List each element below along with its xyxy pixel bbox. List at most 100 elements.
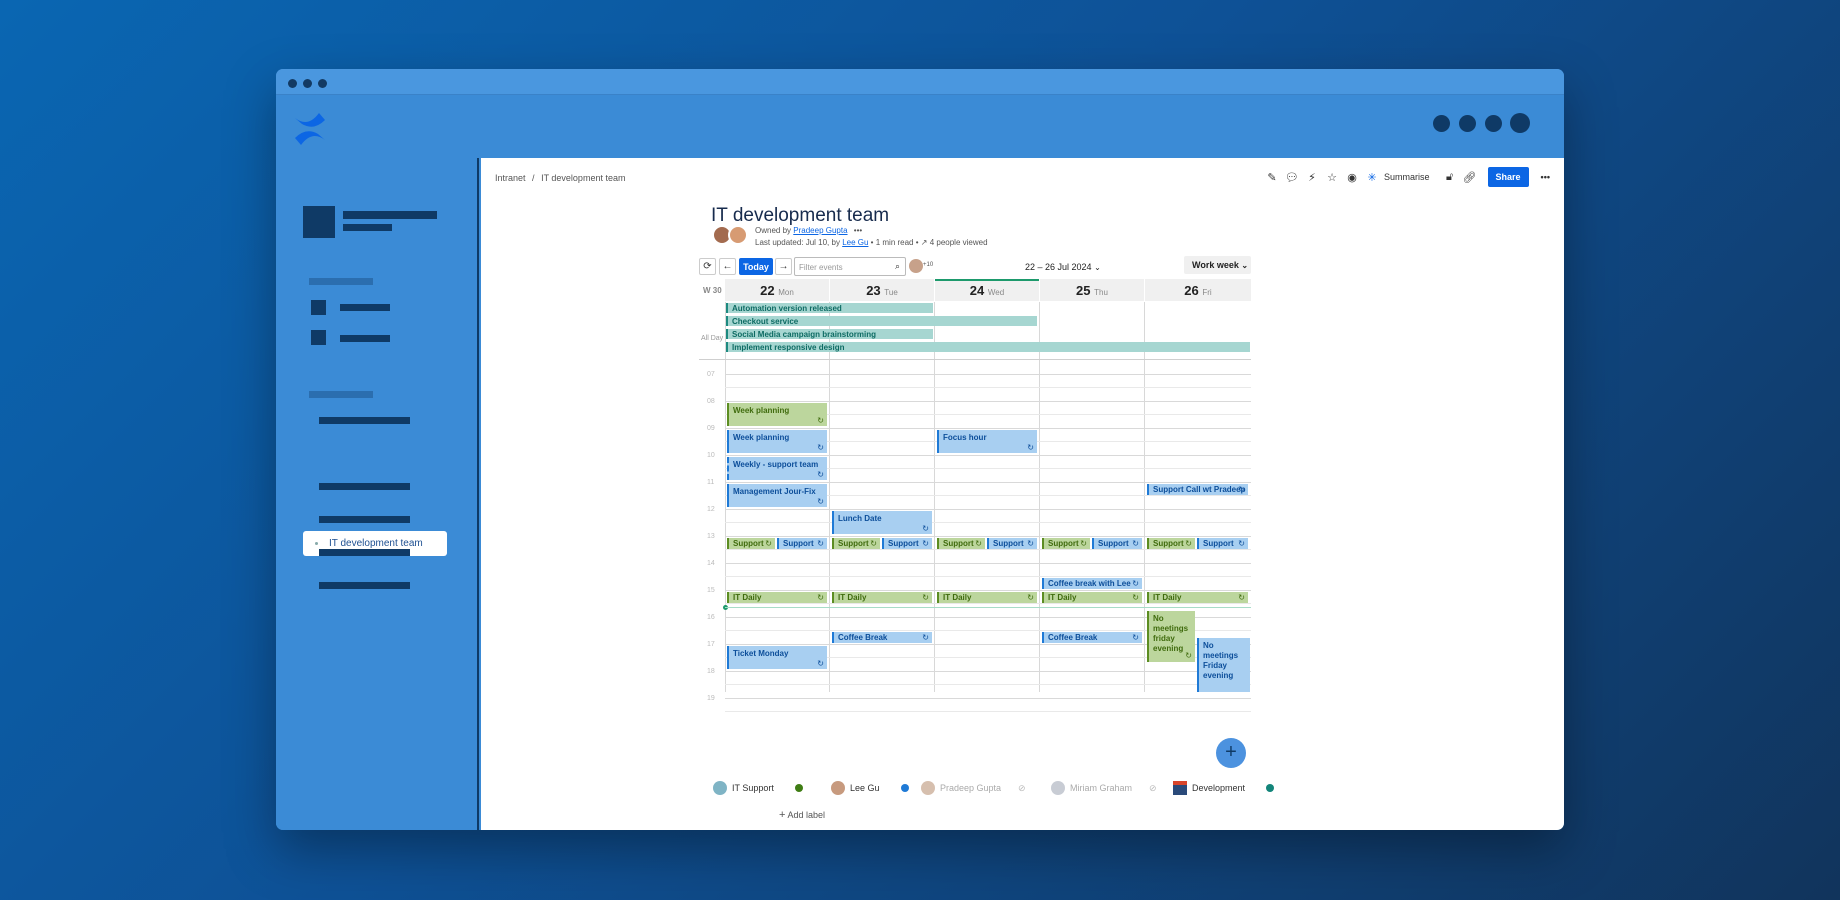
legend-item[interactable]: Development — [1173, 781, 1275, 795]
event-ticket-monday[interactable]: Ticket Monday ↻ — [727, 646, 827, 669]
watch-icon[interactable]: ◉ — [1347, 171, 1357, 184]
event-support[interactable]: Support ↻ — [987, 538, 1037, 549]
day-header[interactable]: 25 Thu — [1040, 279, 1144, 301]
event-week-planning[interactable]: Week planning ↻ — [727, 403, 827, 426]
recurring-icon: ↻ — [870, 539, 877, 548]
allday-event[interactable]: Checkout service — [726, 316, 1037, 326]
allday-event[interactable]: Automation version released — [726, 303, 933, 313]
allday-event[interactable]: Implement responsive design — [726, 342, 1250, 352]
event-coffee-break-with-lee[interactable]: Coffee break with Lee ↻ — [1042, 578, 1142, 589]
allday-event[interactable]: Social Media campaign brainstorming — [726, 329, 933, 339]
breadcrumb-current[interactable]: IT development team — [541, 173, 626, 183]
eye-off-icon[interactable]: ⊘ — [1018, 782, 1026, 793]
summarise-icon[interactable]: ✳ — [1367, 171, 1377, 184]
window-dot-icon[interactable] — [303, 79, 312, 88]
event-it-daily[interactable]: IT Daily ↻ — [832, 592, 932, 603]
page-item-placeholder[interactable] — [319, 582, 410, 589]
hour-label: 08 — [707, 398, 715, 405]
add-label-button[interactable]: + Add label — [779, 809, 825, 821]
recurring-icon: ↻ — [922, 593, 929, 602]
eye-off-icon[interactable]: ⊘ — [1149, 782, 1157, 793]
filter-events-input[interactable]: Filter events ⌕ — [794, 257, 906, 276]
event-support[interactable]: Support ↻ — [777, 538, 827, 549]
event-support[interactable]: Support ↻ — [727, 538, 775, 549]
header-dot-icon[interactable] — [1485, 115, 1502, 132]
header-dot-icon[interactable] — [1459, 115, 1476, 132]
event-week-planning[interactable]: Week planning ↻ — [727, 430, 827, 453]
edit-icon[interactable]: ✎ — [1267, 171, 1277, 184]
space-icon[interactable] — [303, 206, 335, 238]
legend-color-dot[interactable] — [1266, 784, 1275, 792]
event-support[interactable]: Support ↻ — [1092, 538, 1142, 549]
event-weekly-support-team[interactable]: Weekly - support team ↻ — [727, 457, 827, 480]
header-dot-icon[interactable] — [1433, 115, 1450, 132]
legend-item[interactable]: Pradeep Gupta ⊘ — [921, 781, 1026, 795]
event-no-meetings[interactable]: No meetings Friday evening — [1197, 638, 1250, 692]
event-support[interactable]: Support ↻ — [832, 538, 880, 549]
day-header[interactable]: 26 Fri — [1145, 279, 1251, 301]
event-support[interactable]: Support ↻ — [1042, 538, 1090, 549]
profile-avatar-icon[interactable] — [1510, 113, 1530, 133]
window-dot-icon[interactable] — [318, 79, 327, 88]
legend-color-dot[interactable] — [900, 784, 909, 792]
event-focus-hour[interactable]: Focus hour ↻ — [937, 430, 1037, 453]
confluence-logo-icon[interactable] — [292, 111, 328, 147]
nav-item-placeholder[interactable] — [340, 304, 390, 311]
event-support[interactable]: Support ↻ — [937, 538, 985, 549]
page-item-placeholder[interactable] — [319, 549, 410, 556]
refresh-button[interactable]: ⟳ — [699, 258, 716, 275]
event-lunch-date[interactable]: Lunch Date ↻ — [832, 511, 932, 534]
event-no-meetings[interactable]: No meetings friday evening ↻ — [1147, 611, 1195, 662]
page-item-placeholder[interactable] — [319, 417, 410, 424]
breadcrumb-intranet[interactable]: Intranet — [495, 173, 526, 183]
day-header[interactable]: 22 Mon — [725, 279, 829, 301]
view-selector[interactable]: Work week ⌄ — [1184, 256, 1251, 274]
comment-icon[interactable]: 💬︎ — [1285, 171, 1299, 184]
link-icon[interactable]: 🔗︎ — [1462, 171, 1477, 184]
legend-color-dot[interactable] — [794, 784, 803, 792]
add-event-button[interactable]: + — [1216, 738, 1246, 768]
next-week-button[interactable]: → — [775, 258, 792, 275]
updated-by-link[interactable]: Lee Gu — [842, 238, 869, 247]
nav-icon[interactable] — [311, 300, 326, 315]
event-support[interactable]: Support ↻ — [1197, 538, 1248, 549]
share-button[interactable]: Share — [1487, 167, 1529, 187]
event-coffee-break[interactable]: Coffee Break ↻ — [1042, 632, 1142, 643]
date-range-picker[interactable]: 22 – 26 Jul 2024 ⌄ — [1025, 262, 1101, 272]
event-coffee-break[interactable]: Coffee Break ↻ — [832, 632, 932, 643]
avatar[interactable] — [728, 225, 748, 245]
legend-item[interactable]: IT Support — [713, 781, 803, 795]
day-divider — [1039, 302, 1040, 692]
page-item-placeholder[interactable] — [319, 483, 410, 490]
event-support-call[interactable]: Support Call wt Pradeep ↻ — [1147, 484, 1248, 495]
event-it-daily[interactable]: IT Daily ↻ — [727, 592, 827, 603]
automation-icon[interactable]: ⚡︎ — [1308, 171, 1316, 184]
legend-item[interactable]: Lee Gu — [831, 781, 909, 795]
star-icon[interactable]: ☆ — [1327, 171, 1337, 184]
event-management-jour-fix[interactable]: Management Jour-Fix ↻ — [727, 484, 827, 507]
today-button[interactable]: Today — [739, 258, 773, 275]
prev-week-button[interactable]: ← — [719, 258, 736, 275]
participant-avatar[interactable] — [909, 259, 923, 273]
restrictions-icon[interactable]: 🔓︎ — [1445, 170, 1454, 183]
page-item-placeholder[interactable] — [319, 516, 410, 523]
nav-icon[interactable] — [311, 330, 326, 345]
date-range-label: 22 – 26 Jul 2024 — [1025, 262, 1092, 272]
event-it-daily[interactable]: IT Daily ↻ — [1147, 592, 1248, 603]
event-it-daily[interactable]: IT Daily ↻ — [937, 592, 1037, 603]
views-count[interactable]: 4 people viewed — [929, 238, 988, 247]
owner-more-button[interactable]: ••• — [853, 226, 863, 235]
day-divider — [1144, 302, 1145, 692]
legend-item[interactable]: Miriam Graham ⊘ — [1051, 781, 1157, 795]
nav-item-placeholder[interactable] — [340, 335, 390, 342]
more-actions-button[interactable]: ••• — [1540, 172, 1550, 182]
day-header[interactable]: 23 Tue — [830, 279, 934, 301]
summarise-button[interactable]: Summarise — [1384, 172, 1430, 182]
event-support[interactable]: Support ↻ — [1147, 538, 1195, 549]
event-it-daily[interactable]: IT Daily ↻ — [1042, 592, 1142, 603]
day-header-today[interactable]: 24 Wed — [935, 279, 1039, 301]
owner-link[interactable]: Pradeep Gupta — [793, 226, 848, 235]
window-dot-icon[interactable] — [288, 79, 297, 88]
event-support[interactable]: Support ↻ — [882, 538, 932, 549]
participants-more[interactable]: +10 — [923, 262, 934, 268]
